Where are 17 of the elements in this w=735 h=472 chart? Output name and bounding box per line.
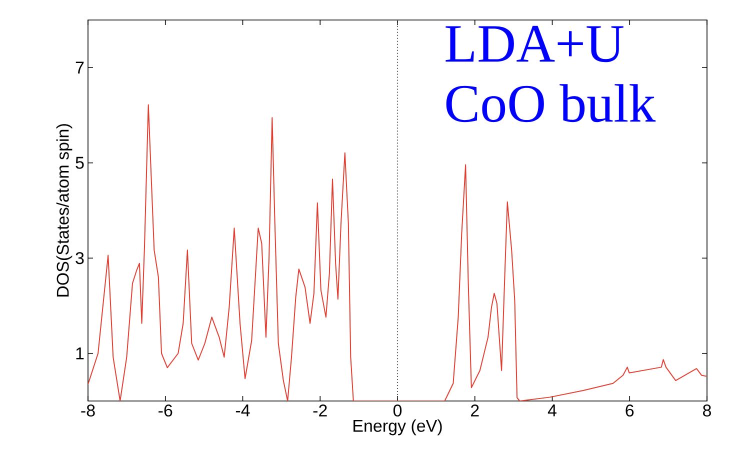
y-tick-label: 1 [76, 348, 84, 360]
x-tick-label: 6 [626, 404, 634, 417]
x-tick-label: 8 [703, 404, 711, 417]
x-tick-label: -6 [158, 404, 172, 417]
y-tick-label: 5 [76, 156, 84, 169]
x-tick-label: 2 [471, 404, 479, 416]
annotation: CoO bulk [446, 84, 656, 122]
x-tick-label: 4 [548, 404, 556, 416]
x-axis-title: Energy (eV) [354, 419, 442, 436]
x-tick-label: -8 [81, 404, 95, 417]
annotation: LDA+U [446, 26, 624, 62]
y-axis-title: DOS(States/atom spin) [56, 124, 72, 296]
x-tick-label: -4 [236, 404, 250, 416]
x-tick-label: -2 [313, 404, 327, 416]
y-tick-label: 7 [76, 62, 84, 74]
x-tick-label: 0 [393, 404, 402, 417]
y-tick-label: 3 [76, 252, 84, 264]
